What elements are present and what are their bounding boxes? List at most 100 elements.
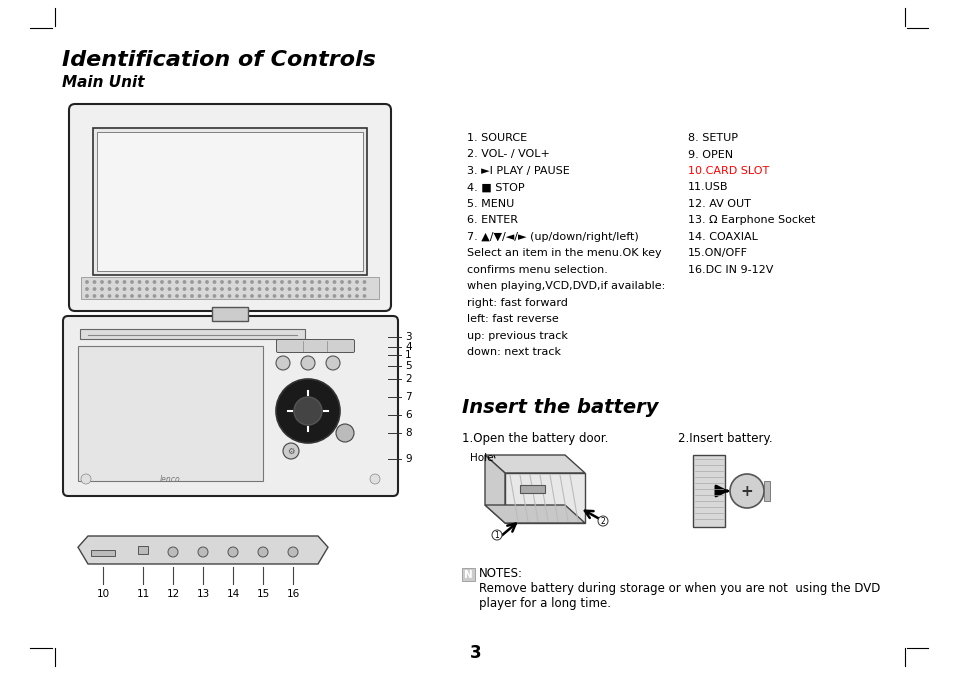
Text: 7. ▲/▼/◄/► (up/down/right/left): 7. ▲/▼/◄/► (up/down/right/left) bbox=[467, 232, 639, 242]
Text: player for a long time.: player for a long time. bbox=[478, 597, 610, 610]
Text: 12: 12 bbox=[166, 589, 179, 599]
Circle shape bbox=[228, 547, 237, 557]
Circle shape bbox=[153, 281, 155, 283]
Circle shape bbox=[258, 295, 260, 297]
Text: 16.DC IN 9-12V: 16.DC IN 9-12V bbox=[687, 265, 773, 275]
Text: 5. MENU: 5. MENU bbox=[467, 199, 514, 209]
Circle shape bbox=[326, 295, 328, 297]
Circle shape bbox=[153, 295, 155, 297]
Circle shape bbox=[326, 281, 328, 283]
Text: 1. SOURCE: 1. SOURCE bbox=[467, 133, 527, 143]
Circle shape bbox=[228, 288, 231, 290]
Circle shape bbox=[86, 295, 88, 297]
Circle shape bbox=[228, 281, 231, 283]
Circle shape bbox=[123, 288, 126, 290]
Circle shape bbox=[235, 281, 238, 283]
Circle shape bbox=[326, 356, 339, 370]
Text: 5: 5 bbox=[405, 361, 411, 371]
Circle shape bbox=[175, 288, 178, 290]
Circle shape bbox=[138, 295, 140, 297]
Circle shape bbox=[153, 288, 155, 290]
Circle shape bbox=[101, 288, 103, 290]
Circle shape bbox=[492, 530, 501, 540]
Text: Main Unit: Main Unit bbox=[62, 75, 144, 90]
Circle shape bbox=[275, 379, 339, 443]
Circle shape bbox=[348, 288, 351, 290]
Polygon shape bbox=[78, 536, 328, 564]
Circle shape bbox=[326, 288, 328, 290]
Circle shape bbox=[318, 295, 320, 297]
Circle shape bbox=[288, 295, 291, 297]
Bar bbox=[212, 307, 248, 321]
Circle shape bbox=[251, 288, 253, 290]
Circle shape bbox=[198, 295, 200, 297]
Circle shape bbox=[251, 295, 253, 297]
Bar bbox=[519, 485, 544, 493]
Text: ⚙: ⚙ bbox=[287, 446, 294, 456]
Circle shape bbox=[280, 281, 283, 283]
Text: N: N bbox=[464, 569, 473, 579]
Circle shape bbox=[598, 516, 607, 526]
Circle shape bbox=[191, 281, 193, 283]
Text: 7: 7 bbox=[405, 392, 411, 402]
Circle shape bbox=[363, 281, 365, 283]
Text: 1: 1 bbox=[494, 530, 498, 540]
Circle shape bbox=[206, 288, 208, 290]
Circle shape bbox=[280, 295, 283, 297]
Circle shape bbox=[275, 356, 290, 370]
Text: 1: 1 bbox=[405, 350, 411, 360]
Circle shape bbox=[348, 281, 351, 283]
Circle shape bbox=[109, 295, 111, 297]
Circle shape bbox=[131, 295, 133, 297]
Circle shape bbox=[363, 295, 365, 297]
Circle shape bbox=[340, 281, 343, 283]
Circle shape bbox=[146, 295, 148, 297]
Text: 2.Insert battery.: 2.Insert battery. bbox=[678, 432, 772, 445]
Circle shape bbox=[257, 547, 268, 557]
Bar bbox=[763, 481, 769, 501]
Text: 12. AV OUT: 12. AV OUT bbox=[687, 199, 750, 209]
Circle shape bbox=[115, 281, 118, 283]
Circle shape bbox=[115, 288, 118, 290]
Circle shape bbox=[355, 288, 357, 290]
Text: right: fast forward: right: fast forward bbox=[467, 298, 567, 308]
Text: 10.CARD SLOT: 10.CARD SLOT bbox=[687, 166, 768, 176]
Circle shape bbox=[109, 288, 111, 290]
Circle shape bbox=[340, 295, 343, 297]
Circle shape bbox=[183, 288, 186, 290]
Text: up: previous track: up: previous track bbox=[467, 331, 567, 341]
Bar bbox=[461, 568, 475, 581]
Bar bbox=[81, 277, 378, 299]
Circle shape bbox=[251, 281, 253, 283]
Text: 3: 3 bbox=[470, 644, 481, 662]
Circle shape bbox=[295, 288, 298, 290]
Text: 6. ENTER: 6. ENTER bbox=[467, 215, 517, 225]
Text: 3: 3 bbox=[405, 332, 411, 342]
Text: 9: 9 bbox=[405, 454, 411, 464]
Circle shape bbox=[283, 443, 298, 459]
Text: +: + bbox=[740, 483, 753, 499]
Text: 13: 13 bbox=[196, 589, 210, 599]
Circle shape bbox=[318, 281, 320, 283]
Circle shape bbox=[243, 295, 246, 297]
Circle shape bbox=[101, 295, 103, 297]
Circle shape bbox=[266, 295, 268, 297]
Text: Identification of Controls: Identification of Controls bbox=[62, 50, 375, 70]
Bar bbox=[138, 546, 148, 555]
Circle shape bbox=[161, 295, 163, 297]
Text: Select an item in the menu.OK key: Select an item in the menu.OK key bbox=[467, 248, 661, 258]
Circle shape bbox=[288, 281, 291, 283]
Circle shape bbox=[729, 474, 763, 508]
Circle shape bbox=[175, 295, 178, 297]
Text: 2: 2 bbox=[600, 516, 605, 526]
Circle shape bbox=[198, 547, 208, 557]
Circle shape bbox=[355, 281, 357, 283]
Circle shape bbox=[213, 281, 215, 283]
Text: Remove battery during storage or when you are not  using the DVD: Remove battery during storage or when yo… bbox=[478, 582, 880, 595]
Circle shape bbox=[318, 288, 320, 290]
Polygon shape bbox=[504, 473, 584, 523]
Circle shape bbox=[340, 288, 343, 290]
Text: lenco: lenco bbox=[159, 474, 180, 483]
Text: 4: 4 bbox=[405, 342, 411, 352]
Circle shape bbox=[146, 288, 148, 290]
